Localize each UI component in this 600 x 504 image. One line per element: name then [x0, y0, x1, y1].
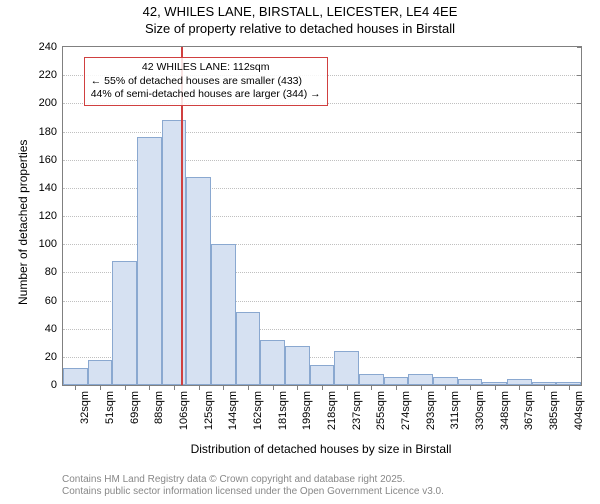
y-axis-label: Number of detached properties [16, 140, 30, 305]
xtick-label: 106sqm [178, 391, 190, 430]
histogram-bar [285, 346, 310, 385]
xtick-mark [248, 385, 249, 390]
xtick-label: 274sqm [400, 391, 412, 430]
xtick-label: 311sqm [449, 391, 461, 429]
ytick-label: 200 [39, 97, 63, 109]
xtick-label: 181sqm [277, 391, 289, 430]
xtick-mark [125, 385, 126, 390]
histogram-bar [112, 261, 137, 385]
xtick-mark [199, 385, 200, 390]
xtick-label: 348sqm [499, 391, 511, 430]
ytick-mark [577, 272, 582, 273]
xtick-mark [149, 385, 150, 390]
footer-line-2: Contains public sector information licen… [62, 486, 444, 498]
histogram-bar [236, 312, 261, 385]
plot-area: 02040608010012014016018020022024032sqm51… [62, 46, 582, 386]
ytick-mark [577, 132, 582, 133]
ytick-mark [577, 329, 582, 330]
xtick-label: 69sqm [129, 391, 141, 424]
histogram-bar [334, 351, 359, 385]
xtick-mark [322, 385, 323, 390]
histogram-bar [63, 368, 88, 385]
footer-attribution: Contains HM Land Registry data © Crown c… [62, 474, 444, 498]
ytick-label: 100 [39, 238, 63, 250]
xtick-mark [445, 385, 446, 390]
ytick-label: 180 [39, 126, 63, 138]
x-axis-label: Distribution of detached houses by size … [62, 442, 580, 456]
ytick-mark [577, 357, 582, 358]
ytick-mark [577, 244, 582, 245]
ytick-label: 120 [39, 210, 63, 222]
xtick-label: 32sqm [79, 391, 91, 424]
histogram-chart: 0 20 40 60 80 100 120 140 160 180 200 220 240 32sqm 51… [0, 4, 600, 504]
gridline [63, 132, 581, 133]
xtick-mark [75, 385, 76, 390]
xtick-mark [495, 385, 496, 390]
histogram-bar [260, 340, 285, 385]
histogram-bar [211, 244, 236, 385]
xtick-mark [470, 385, 471, 390]
ytick-mark [577, 47, 582, 48]
ytick-label: 60 [45, 295, 63, 307]
histogram-bar [433, 377, 458, 385]
xtick-label: 199sqm [301, 391, 313, 430]
ytick-label: 20 [45, 351, 63, 363]
xtick-mark [297, 385, 298, 390]
histogram-bar [186, 177, 211, 385]
xtick-label: 404sqm [573, 391, 585, 430]
xtick-label: 125sqm [203, 391, 215, 430]
xtick-mark [347, 385, 348, 390]
xtick-label: 385sqm [548, 391, 560, 430]
histogram-bar [384, 377, 409, 385]
xtick-mark [174, 385, 175, 390]
xtick-mark [273, 385, 274, 390]
ytick-label: 220 [39, 69, 63, 81]
xtick-mark [421, 385, 422, 390]
xtick-label: 162sqm [252, 391, 264, 430]
ytick-mark [577, 301, 582, 302]
histogram-bar [310, 365, 335, 385]
xtick-label: 293sqm [425, 391, 437, 430]
footer-line-1: Contains HM Land Registry data © Crown c… [62, 474, 444, 486]
ytick-mark [577, 75, 582, 76]
xtick-label: 367sqm [523, 391, 535, 430]
xtick-mark [519, 385, 520, 390]
xtick-mark [544, 385, 545, 390]
ytick-label: 140 [39, 182, 63, 194]
ytick-mark [577, 385, 582, 386]
ytick-label: 240 [39, 41, 63, 53]
annotation-box: 42 WHILES LANE: 112sqm← 55% of detached … [84, 57, 328, 106]
annotation-line-1: 42 WHILES LANE: 112sqm [91, 61, 321, 75]
xtick-mark [100, 385, 101, 390]
ytick-label: 0 [51, 379, 63, 391]
xtick-label: 218sqm [326, 391, 338, 430]
annotation-line-3: 44% of semi-detached houses are larger (… [91, 88, 321, 102]
xtick-label: 237sqm [351, 391, 363, 430]
xtick-mark [569, 385, 570, 390]
ytick-mark [577, 188, 582, 189]
ytick-mark [577, 216, 582, 217]
ytick-label: 40 [45, 323, 63, 335]
xtick-mark [223, 385, 224, 390]
ytick-mark [577, 160, 582, 161]
xtick-label: 144sqm [227, 391, 239, 430]
ytick-label: 80 [45, 266, 63, 278]
xtick-mark [371, 385, 372, 390]
histogram-bar [408, 374, 433, 385]
xtick-label: 330sqm [474, 391, 486, 430]
xtick-mark [396, 385, 397, 390]
histogram-bar [359, 374, 384, 385]
annotation-line-2: ← 55% of detached houses are smaller (43… [91, 75, 321, 89]
histogram-bar [88, 360, 113, 385]
histogram-bar [137, 137, 162, 385]
xtick-label: 88sqm [153, 391, 165, 424]
xtick-label: 51sqm [104, 391, 116, 424]
xtick-label: 255sqm [375, 391, 387, 430]
ytick-label: 160 [39, 154, 63, 166]
ytick-mark [577, 103, 582, 104]
